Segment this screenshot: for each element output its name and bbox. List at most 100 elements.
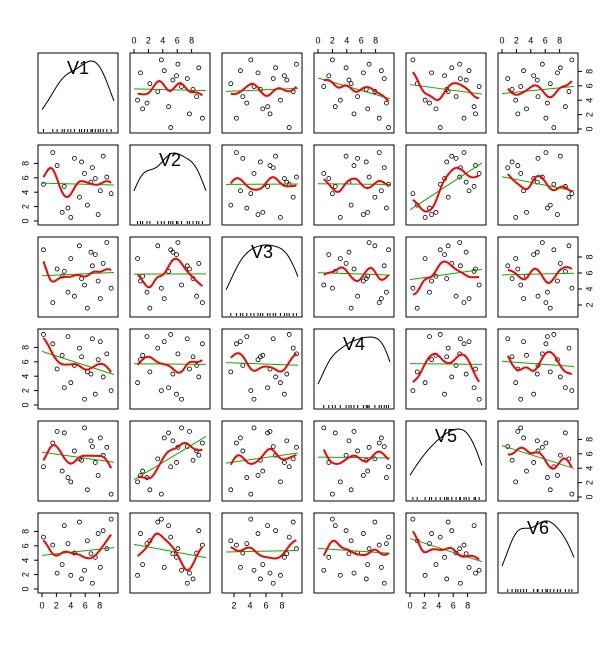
point xyxy=(72,155,77,161)
point xyxy=(562,268,568,274)
point xyxy=(158,388,164,394)
panel-frame xyxy=(221,420,303,502)
point xyxy=(437,534,443,540)
point xyxy=(329,191,335,197)
point xyxy=(539,444,545,450)
point xyxy=(518,171,524,176)
point xyxy=(518,282,524,288)
panel-frame xyxy=(405,236,487,318)
point xyxy=(187,111,192,117)
point xyxy=(158,57,164,63)
point xyxy=(505,336,511,342)
point xyxy=(265,385,271,391)
point xyxy=(155,519,161,525)
point xyxy=(449,153,455,159)
point xyxy=(422,214,428,220)
point xyxy=(547,202,553,208)
point xyxy=(248,57,254,63)
point xyxy=(360,278,366,284)
point xyxy=(135,380,141,386)
point xyxy=(515,429,521,434)
point xyxy=(383,541,389,547)
point xyxy=(108,516,114,522)
point xyxy=(54,366,60,372)
point xyxy=(77,345,82,351)
point xyxy=(179,282,184,288)
point xyxy=(199,115,205,121)
right-tick-label: 6 xyxy=(584,270,594,275)
point xyxy=(445,194,451,200)
top-tick-label: 4 xyxy=(344,35,349,45)
point xyxy=(376,115,382,121)
point xyxy=(534,371,540,377)
panel-frame xyxy=(313,420,395,502)
point xyxy=(544,205,550,211)
point xyxy=(95,357,101,363)
point xyxy=(429,212,435,217)
fit-line xyxy=(501,272,575,276)
point xyxy=(348,81,354,87)
point xyxy=(54,266,60,272)
smooth-line xyxy=(137,441,203,480)
right-tick-label: 6 xyxy=(584,83,594,88)
point xyxy=(240,94,246,99)
point xyxy=(196,65,202,71)
smooth-line xyxy=(136,355,203,374)
point xyxy=(329,491,335,497)
point xyxy=(174,460,179,465)
point xyxy=(332,430,338,436)
point xyxy=(244,334,250,340)
point xyxy=(513,256,519,262)
point xyxy=(471,268,477,274)
point xyxy=(372,243,378,249)
point xyxy=(170,551,176,557)
point xyxy=(179,396,184,402)
panel-frame xyxy=(313,328,395,410)
point xyxy=(196,452,202,458)
right-tick-label: 0 xyxy=(584,126,594,131)
point xyxy=(168,125,174,130)
point xyxy=(429,70,435,76)
point xyxy=(557,374,563,380)
point xyxy=(77,243,82,249)
point xyxy=(351,266,357,272)
point xyxy=(135,572,141,578)
point xyxy=(77,194,82,200)
point xyxy=(547,305,553,311)
point xyxy=(170,438,176,444)
point xyxy=(92,252,98,258)
point xyxy=(199,300,205,306)
point xyxy=(376,440,382,446)
point xyxy=(155,456,161,462)
point xyxy=(196,260,202,266)
right-tick-label: 4 xyxy=(584,286,594,291)
point xyxy=(248,516,254,522)
point xyxy=(466,188,472,194)
point xyxy=(386,534,391,540)
point xyxy=(97,296,103,302)
point xyxy=(329,57,335,63)
point xyxy=(284,551,290,557)
point xyxy=(569,491,575,497)
point xyxy=(566,243,572,249)
point xyxy=(444,576,450,582)
point xyxy=(184,263,190,269)
point xyxy=(68,479,74,485)
point xyxy=(240,448,246,454)
point xyxy=(543,150,549,156)
point xyxy=(41,247,46,253)
point xyxy=(50,300,56,306)
top-tick-label: 0 xyxy=(315,35,320,45)
point xyxy=(187,429,192,434)
point xyxy=(190,457,196,463)
fit-line xyxy=(133,363,207,365)
point xyxy=(544,475,550,480)
point xyxy=(50,150,56,156)
point xyxy=(237,565,243,570)
point xyxy=(555,70,560,76)
fit-line xyxy=(501,445,575,469)
point xyxy=(199,440,205,446)
panel-frame xyxy=(313,512,395,594)
point xyxy=(166,430,171,436)
